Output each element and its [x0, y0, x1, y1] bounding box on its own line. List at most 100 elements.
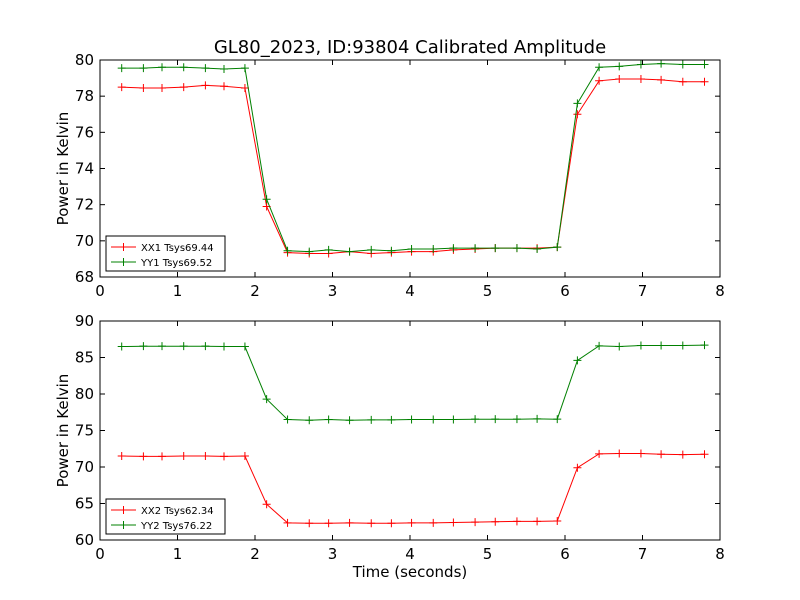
- legend: XX2 Tsys62.34 YY2 Tsys76.22: [105, 498, 226, 535]
- legend-label: XX1 Tsys69.44: [141, 243, 214, 254]
- x-tick-label: 0: [95, 545, 105, 563]
- y-axis-label: Power in Kelvin: [54, 112, 72, 226]
- data-point: [636, 74, 645, 83]
- data-point: [139, 342, 148, 351]
- data-point: [179, 63, 188, 72]
- y-tick-label: 75: [75, 422, 94, 440]
- data-point: [449, 518, 458, 527]
- x-tick-label: 4: [405, 282, 415, 300]
- data-point: [220, 452, 228, 461]
- data-point: [240, 84, 249, 93]
- data-point: [573, 356, 582, 365]
- data-point: [367, 245, 376, 254]
- data-point: [553, 243, 562, 252]
- y-tick-label: 85: [75, 349, 94, 367]
- data-point: [158, 63, 166, 72]
- legend-label: YY1 Tsys69.52: [140, 258, 212, 269]
- data-point: [595, 449, 604, 458]
- data-point: [512, 244, 521, 253]
- legend-box: [105, 235, 226, 272]
- data-point: [700, 450, 709, 459]
- legend-label: XX2 Tsys62.34: [141, 506, 214, 517]
- data-point: [139, 64, 148, 73]
- legend-marker: [119, 243, 128, 251]
- data-point: [595, 76, 604, 85]
- data-point: [449, 415, 458, 424]
- data-point: [678, 60, 687, 69]
- data-point: [429, 518, 438, 527]
- data-point: [179, 83, 188, 92]
- data-point: [657, 59, 666, 68]
- data-point: [387, 519, 396, 528]
- data-point: [471, 415, 480, 424]
- data-point: [491, 517, 500, 526]
- data-point: [324, 519, 333, 528]
- bottom-panel: 0 1 2 3 4 5 6 7 8 60 65 70 75 80 85 90 Power in Kelvin Ti…: [54, 312, 725, 581]
- data-point: [512, 415, 521, 424]
- data-point: [636, 341, 645, 350]
- data-point: [573, 99, 582, 108]
- data-point: [283, 518, 292, 527]
- x-tick-label: 1: [173, 545, 183, 563]
- x-tick-label: 5: [483, 282, 493, 300]
- data-point: [367, 415, 376, 424]
- data-point: [533, 517, 542, 526]
- x-tick-label: 3: [328, 545, 338, 563]
- data-point: [283, 415, 292, 424]
- data-point: [139, 452, 148, 461]
- data-point: [324, 415, 333, 424]
- data-point: [220, 82, 228, 91]
- data-point: [700, 60, 709, 69]
- x-tick-label: 6: [560, 282, 570, 300]
- x-tick-label: 4: [405, 545, 415, 563]
- data-point: [201, 342, 210, 351]
- x-tick-label: 0: [95, 282, 105, 300]
- y-tick-label: 76: [75, 123, 94, 141]
- data-point: [117, 452, 126, 461]
- x-axis-label: Time (seconds): [352, 563, 468, 581]
- data-point: [700, 77, 709, 86]
- x-tick-label: 8: [715, 545, 725, 563]
- data-point: [553, 415, 562, 424]
- y-tick-label: 80: [75, 51, 94, 69]
- data-point: [367, 519, 376, 528]
- data-point: [283, 246, 292, 255]
- x-tick-label: 2: [250, 545, 260, 563]
- data-point: [471, 518, 480, 527]
- data-point: [240, 342, 249, 351]
- data-point: [240, 452, 249, 461]
- data-point: [595, 63, 604, 72]
- x-tick-label: 2: [250, 282, 260, 300]
- data-point: [471, 244, 480, 253]
- data-point: [636, 60, 645, 69]
- data-point: [491, 415, 500, 424]
- x-tick-label: 1: [173, 282, 183, 300]
- data-point: [407, 415, 416, 424]
- x-tick-label: 3: [328, 282, 338, 300]
- y-tick-label: 90: [75, 312, 94, 330]
- data-point: [387, 415, 396, 424]
- data-point: [407, 244, 416, 253]
- data-point: [345, 247, 354, 256]
- data-point: [678, 450, 687, 459]
- data-point: [305, 247, 314, 256]
- data-point: [595, 341, 604, 350]
- legend: XX1 Tsys69.44 YY1 Tsys69.52: [105, 235, 226, 272]
- data-point: [657, 75, 666, 84]
- data-point: [678, 341, 687, 350]
- data-point: [158, 452, 166, 461]
- y-tick-label: 68: [75, 268, 94, 286]
- y-tick-label: 78: [75, 87, 94, 105]
- data-point: [305, 519, 314, 528]
- data-point: [573, 463, 582, 472]
- data-point: [262, 195, 271, 204]
- data-point: [345, 416, 354, 425]
- data-point: [407, 518, 416, 527]
- data-point: [533, 414, 542, 423]
- x-tick-label: 8: [715, 282, 725, 300]
- data-point: [262, 395, 271, 404]
- data-point: [179, 342, 188, 351]
- data-point: [179, 452, 188, 461]
